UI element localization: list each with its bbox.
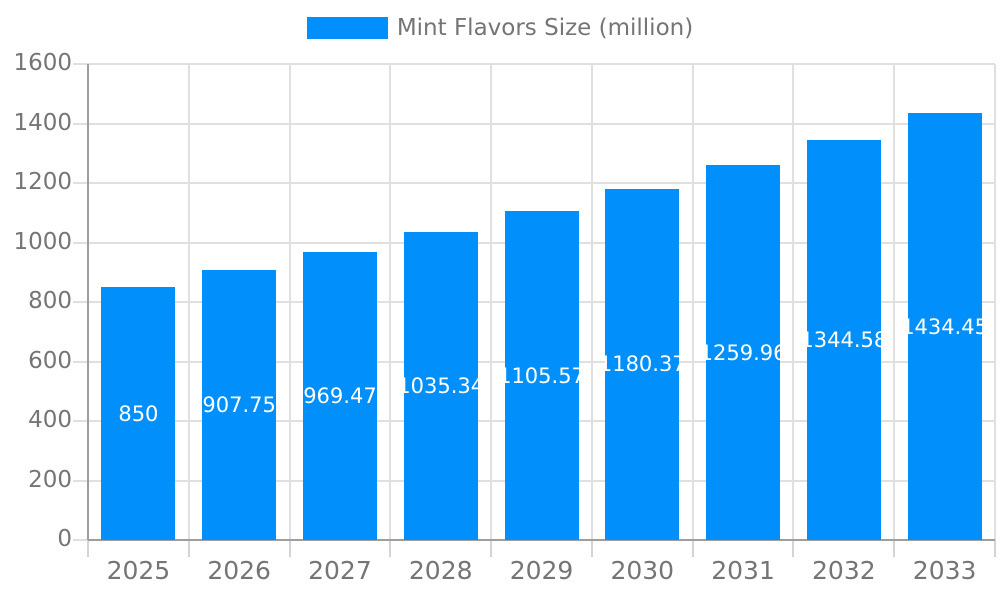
y-axis-tick-label: 1200 bbox=[13, 169, 72, 195]
bar-2033[interactable]: 1434.45 bbox=[907, 113, 982, 540]
x-axis-tick bbox=[994, 540, 996, 557]
gridline-horizontal bbox=[73, 122, 995, 125]
gridline-vertical bbox=[187, 64, 190, 540]
x-axis-tick bbox=[893, 540, 896, 557]
bar-value-label: 969.47 bbox=[303, 383, 377, 408]
x-axis-label-2025: 2025 bbox=[106, 556, 171, 585]
bar-value-label: 907.75 bbox=[202, 392, 276, 417]
gridline-vertical bbox=[792, 64, 795, 540]
y-axis-tick-label: 1000 bbox=[13, 228, 72, 255]
bar-2025[interactable]: 850 bbox=[101, 287, 176, 540]
gridline-vertical bbox=[490, 64, 493, 540]
x-axis-tick bbox=[590, 540, 593, 557]
gridline-horizontal bbox=[73, 63, 995, 65]
bar-value-label: 1344.58 bbox=[806, 327, 881, 352]
y-axis-tick-label: 800 bbox=[28, 288, 72, 314]
x-axis-label-2028: 2028 bbox=[408, 556, 473, 585]
bar-value-label: 850 bbox=[118, 401, 159, 426]
x-axis-label-2031: 2031 bbox=[711, 556, 775, 585]
y-axis-tick-label: 600 bbox=[28, 347, 72, 374]
gridline-vertical bbox=[691, 64, 694, 540]
gridline-vertical bbox=[389, 64, 392, 540]
bar-value-label: 1180.37 bbox=[605, 352, 680, 377]
bar-value-label: 1105.57 bbox=[504, 363, 579, 388]
x-axis-label-2029: 2029 bbox=[509, 556, 574, 585]
gridline-vertical bbox=[893, 64, 896, 540]
legend-item[interactable]: Mint Flavors Size (million) bbox=[306, 14, 694, 42]
bar-2026[interactable]: 907.75 bbox=[202, 269, 277, 540]
legend-color-swatch-icon bbox=[306, 17, 388, 39]
y-axis-tick-label: 1600 bbox=[13, 50, 72, 76]
gridline-vertical bbox=[590, 64, 593, 540]
x-axis-tick bbox=[389, 540, 392, 557]
bar-2030[interactable]: 1180.37 bbox=[605, 188, 680, 540]
x-axis-label-2027: 2027 bbox=[308, 556, 372, 585]
y-axis-tick-label: 1400 bbox=[13, 109, 72, 136]
bar-2028[interactable]: 1035.34 bbox=[403, 231, 478, 540]
x-axis-tick bbox=[490, 540, 493, 557]
y-axis-tick-label: 200 bbox=[28, 466, 72, 493]
x-axis-tick bbox=[187, 540, 190, 557]
gridline-vertical bbox=[994, 64, 996, 540]
y-axis-tick-label: 400 bbox=[28, 407, 72, 433]
bar-2031[interactable]: 1259.96 bbox=[706, 165, 781, 540]
y-axis-line bbox=[87, 64, 89, 540]
bar-2032[interactable]: 1344.58 bbox=[806, 139, 881, 540]
x-axis-tick bbox=[288, 540, 291, 557]
x-axis-label-2026: 2026 bbox=[207, 556, 271, 585]
x-axis-tick bbox=[87, 540, 89, 557]
x-axis-tick bbox=[691, 540, 694, 557]
y-axis-tick-label: 0 bbox=[57, 526, 72, 552]
legend-label: Mint Flavors Size (million) bbox=[396, 15, 694, 41]
legend: Mint Flavors Size (million) bbox=[0, 14, 1000, 42]
bar-2029[interactable]: 1105.57 bbox=[504, 211, 579, 540]
x-axis-label-2030: 2030 bbox=[610, 556, 675, 585]
x-axis-label-2032: 2032 bbox=[812, 556, 876, 585]
x-axis-label-2033: 2033 bbox=[912, 556, 977, 585]
gridline-vertical bbox=[288, 64, 291, 540]
bar-value-label: 1035.34 bbox=[403, 373, 478, 398]
bar-value-label: 1434.45 bbox=[907, 314, 982, 339]
bar-2027[interactable]: 969.47 bbox=[302, 251, 377, 540]
bar-value-label: 1259.96 bbox=[706, 340, 781, 365]
x-axis-tick bbox=[792, 540, 795, 557]
